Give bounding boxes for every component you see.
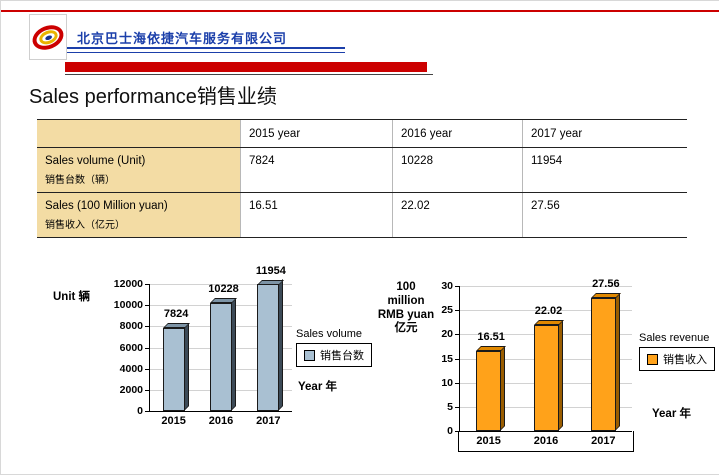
- y-axis-tick-label: 4000: [119, 362, 143, 375]
- bar-value-label: 16.51: [477, 331, 505, 344]
- y-axis-tick-label: 0: [137, 405, 143, 417]
- revenue-chart-category-box: [458, 431, 634, 452]
- bar: [533, 324, 559, 431]
- col-header-2016: 2016 year: [393, 120, 523, 147]
- bar: [257, 284, 280, 411]
- blue-double-rule: [67, 47, 345, 53]
- y-axis-tick-label: 12000: [113, 278, 143, 290]
- gridline: [460, 286, 632, 287]
- y-axis-tick-label: 20: [441, 328, 453, 341]
- table-cell: 11954: [531, 155, 563, 167]
- table-cell: 27.56: [531, 200, 560, 212]
- revenue-legend-label: 销售收入: [663, 354, 707, 366]
- volume-chart-y-axis-title: Unit 辆: [53, 291, 91, 303]
- y-axis-tick-label: 10000: [113, 299, 143, 312]
- y-axis-tick: [145, 411, 150, 412]
- volume-legend-swatch-icon: [304, 349, 315, 361]
- x-axis-category-label: 2017: [256, 415, 281, 427]
- revenue-chart-y-axis-title: 100 million RMB yuan 亿元: [377, 281, 435, 335]
- revenue-chart-legend: 销售收入: [639, 347, 715, 371]
- y-axis-tick: [455, 431, 460, 432]
- revenue-chart-x-axis-title: Year 年: [652, 408, 691, 420]
- logo-outer-ring-icon: [28, 20, 68, 54]
- row-label-zh: 销售收入（亿元）: [45, 220, 125, 231]
- y-axis-tick: [455, 358, 460, 360]
- y-axis-tick-label: 10: [441, 376, 453, 389]
- logo-middle-ring-icon: [36, 27, 60, 47]
- x-axis-category-label: 2017: [591, 435, 616, 447]
- top-red-rule: [1, 10, 719, 12]
- volume-legend-caption: Sales volume: [296, 328, 363, 340]
- y-axis-tick: [145, 305, 150, 307]
- bar-value-label: 11954: [255, 264, 286, 277]
- bar-value-label: 10228: [208, 282, 239, 295]
- table-corner-cell: [37, 120, 241, 147]
- red-bar-underline: [65, 74, 433, 75]
- bar: [162, 328, 185, 411]
- row-label-en: Sales (100 Million yuan): [45, 200, 168, 212]
- page-title-en: Sales performance: [29, 86, 197, 108]
- logo-core-icon: [44, 33, 52, 41]
- y-axis-tick: [455, 406, 460, 408]
- x-axis-category-label: 2015: [476, 435, 501, 447]
- bar: [210, 302, 232, 411]
- y-axis-tick: [145, 326, 150, 328]
- volume-legend-label: 销售台数: [320, 350, 364, 362]
- volume-chart-x-axis-title: Year 年: [298, 381, 337, 393]
- row-label-en: Sales volume (Unit): [45, 155, 146, 167]
- revenue-legend-caption: Sales revenue: [639, 332, 710, 344]
- x-axis-category-label: 2016: [208, 415, 234, 427]
- bar-value-label: 22.02: [534, 304, 563, 317]
- x-axis-category-label: 2016: [533, 435, 559, 447]
- company-logo: [28, 14, 68, 60]
- y-axis-tick-label: 2000: [119, 383, 143, 396]
- y-axis-tick: [455, 334, 460, 336]
- y-axis-tick-label: 6000: [119, 341, 143, 354]
- bar-value-label: 27.56: [592, 277, 620, 290]
- table-header-row: 2015 year 2016 year 2017 year: [37, 120, 687, 148]
- y-axis-tick-label: 15: [441, 352, 453, 365]
- volume-chart-legend: 销售台数: [296, 343, 372, 367]
- table-cell: 22.02: [393, 193, 523, 237]
- bar-value-label: 7824: [163, 308, 189, 321]
- row-label-zh: 销售台数（辆）: [45, 175, 115, 186]
- gridline: [460, 310, 632, 312]
- y-axis-tick-label: 25: [441, 304, 453, 317]
- y-axis-tick: [455, 310, 460, 312]
- revenue-legend-swatch-icon: [647, 353, 658, 365]
- y-axis-tick-label: 0: [447, 425, 453, 437]
- x-axis-category-label: 2015: [161, 415, 186, 427]
- bar: [590, 297, 616, 431]
- y-axis-tick-label: 30: [441, 280, 453, 292]
- y-axis-tick: [455, 286, 460, 287]
- y-axis-tick: [145, 389, 150, 391]
- col-header-2015: 2015 year: [241, 120, 393, 147]
- y-axis-tick: [145, 284, 150, 285]
- red-accent-bar: [65, 62, 427, 72]
- y-axis-tick-label: 5: [447, 400, 453, 413]
- table-cell: 16.51: [241, 193, 393, 237]
- table-row-sales-volume: Sales volume (Unit) 销售台数（辆） 7824 10228 1…: [37, 148, 687, 193]
- table-row-sales-revenue: Sales (100 Million yuan) 销售收入（亿元） 16.51 …: [37, 193, 687, 238]
- row-label-cell: Sales (100 Million yuan) 销售收入（亿元）: [37, 193, 241, 237]
- table-cell: 10228: [393, 148, 523, 192]
- y-axis-tick: [145, 347, 150, 349]
- volume-chart-plot: 0 2000 4000 6000 8000 10000 12000 7824 2015 10228…: [114, 265, 292, 427]
- revenue-chart-plot: 0 5 10 15 20 25 30 16.51 2015 22.02 2016 27.56 2017: [441, 278, 632, 447]
- gridline: [150, 284, 292, 285]
- bar: [476, 351, 502, 431]
- y-axis-tick-label: 8000: [119, 320, 143, 333]
- y-axis-tick: [455, 382, 460, 384]
- page-title-zh: 销售业绩: [196, 86, 277, 108]
- page-title: Sales performance销售业绩: [29, 80, 277, 109]
- sales-table: 2015 year 2016 year 2017 year Sales volu…: [37, 119, 687, 238]
- company-name: 北京巴士海依捷汽车服务有限公司: [77, 31, 288, 46]
- y-axis-tick: [145, 368, 150, 370]
- col-header-2017: 2017 year: [531, 128, 583, 140]
- table-cell: 7824: [241, 148, 393, 192]
- row-label-cell: Sales volume (Unit) 销售台数（辆）: [37, 148, 241, 192]
